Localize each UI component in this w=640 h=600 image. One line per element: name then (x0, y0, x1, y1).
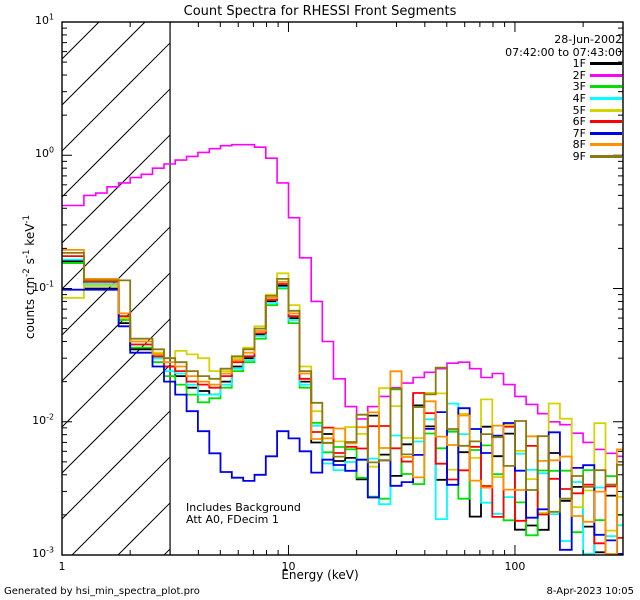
legend-item-1f: 1F (572, 57, 622, 71)
legend-date: 28-Jun-2002 (554, 33, 622, 46)
legend-item-4f: 4F (572, 92, 622, 106)
y-tick-label: 10-2 (32, 412, 54, 427)
legend-item-label: 6F (572, 115, 586, 129)
hatch-line (62, 22, 100, 60)
legend-item-label: 1F (572, 57, 586, 71)
legend-item-label: 7F (572, 126, 586, 140)
hatch-line (62, 42, 171, 152)
legend-item-9f: 9F (572, 150, 622, 164)
legend-color-swatch (590, 155, 622, 159)
series-group (62, 143, 623, 555)
legend-color-swatch (590, 85, 622, 89)
footer-timestamp: 8-Apr-2023 10:05 (546, 586, 634, 597)
hatch-line (62, 318, 171, 428)
legend-color-swatch (590, 131, 622, 135)
hatch-line (62, 22, 146, 106)
legend-item-7f: 7F (572, 126, 622, 140)
x-axis-label: Energy (keV) (281, 568, 359, 582)
series-line-2f (62, 143, 623, 458)
legend-color-swatch (590, 143, 622, 147)
page-title: Count Spectra for RHESSI Front Segments (183, 4, 457, 19)
legend-item-label: 8F (572, 138, 586, 152)
hatch-line (62, 0, 170, 13)
y-tick-label: 10-3 (32, 545, 54, 560)
x-tick-label: 10 (281, 560, 296, 573)
hatch-line (62, 272, 171, 382)
legend-time-range: 07:42:00 to 07:43:00 (505, 46, 622, 59)
legend-item-label: 2F (572, 68, 586, 82)
x-tick-label: 100 (504, 560, 526, 573)
legend-color-swatch (590, 73, 622, 77)
y-axis-label: counts cm-2 s-1 keV-1 (22, 214, 37, 340)
legend-color-swatch (590, 120, 622, 124)
legend-item-label: 5F (572, 103, 586, 117)
hatched-region (62, 0, 171, 555)
x-tick-label: 1 (58, 560, 66, 573)
legend-color-swatch (590, 108, 622, 112)
legend-item-label: 3F (572, 80, 586, 94)
hatch-line (62, 88, 171, 198)
y-tick-label: 100 (34, 145, 54, 161)
series-line-7f (62, 288, 623, 555)
series-line-9f (62, 252, 623, 513)
hatch-line (62, 134, 171, 244)
hatch-line (117, 502, 171, 555)
y-tick-label: 101 (34, 12, 54, 27)
legend-item-3f: 3F (572, 80, 622, 94)
footer-generator: Generated by hsi_min_spectra_plot.pro (4, 586, 200, 597)
legend: 1F 2F 3F 4F 5F 6F 7F 8F 9F (572, 57, 622, 164)
y-tick-label: 10-1 (32, 278, 54, 294)
hatch-line (62, 410, 171, 520)
hatch-line (62, 364, 171, 474)
legend-item-2f: 2F (572, 68, 622, 82)
legend-item-5f: 5F (572, 103, 622, 117)
legend-item-6f: 6F (572, 115, 622, 129)
legend-item-label: 4F (572, 92, 586, 106)
annotation-attenuator-state: Att A0, FDecim 1 (186, 513, 279, 526)
hatch-line (62, 180, 171, 290)
hatch-line (71, 456, 171, 555)
legend-item-label: 9F (572, 150, 586, 164)
legend-color-swatch (590, 97, 622, 101)
annotation-includes-background: Includes Background (186, 501, 301, 514)
plot-frame (61, 21, 624, 556)
legend-item-8f: 8F (572, 138, 622, 152)
legend-color-swatch (590, 62, 622, 66)
